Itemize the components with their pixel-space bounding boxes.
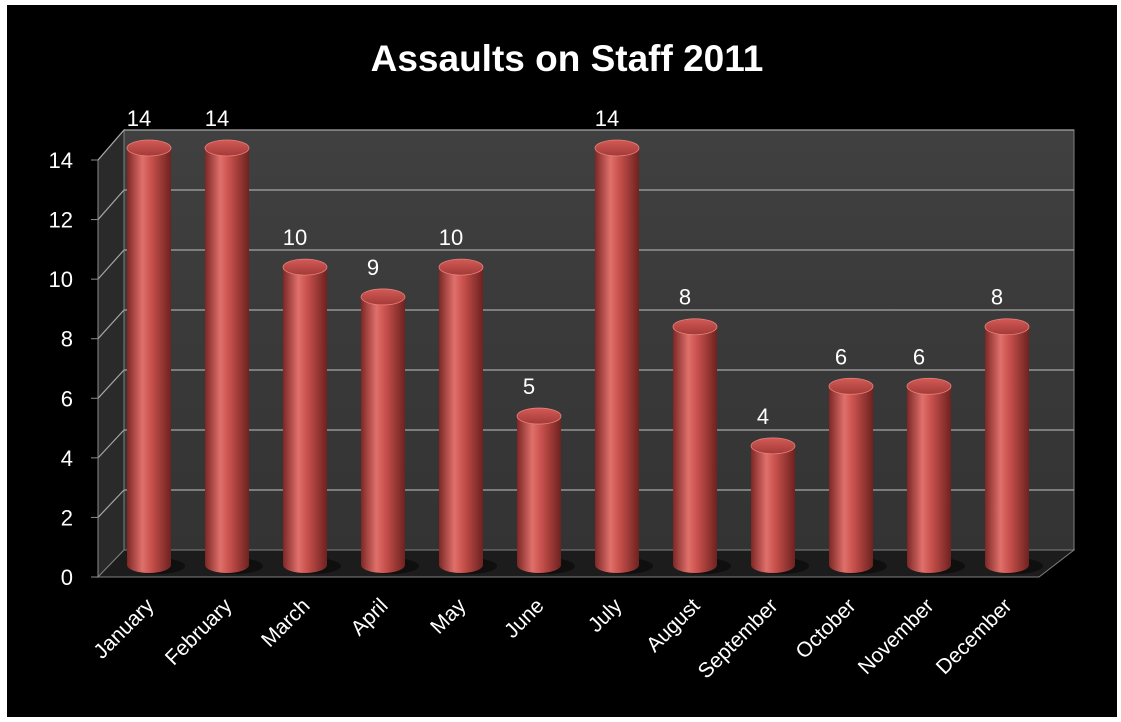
bar-body: [673, 326, 717, 573]
bar-body: [439, 267, 483, 573]
y-tick-label: 0: [61, 565, 73, 590]
x-tick-label: February: [161, 594, 237, 670]
bar-body: [829, 386, 873, 573]
gridline-side: [97, 429, 125, 459]
bar-cap: [984, 318, 1030, 336]
x-tick-label: December: [932, 594, 1017, 679]
bar-cap: [126, 139, 172, 157]
chart-area: 0 2 4 6 8 10 12 14 14 14 10 9 10 5 14 8 4 6 6 8 January Feb…: [7, 5, 1117, 717]
gridline-side: [97, 369, 125, 399]
x-tick-label: June: [500, 594, 548, 642]
bar-cap: [828, 377, 874, 395]
y-tick-label: 6: [61, 386, 73, 411]
gridline-side: [97, 309, 125, 340]
x-tick-label: September: [694, 594, 783, 683]
bar-body: [205, 148, 249, 573]
bar: [126, 139, 172, 573]
chart-svg: 0 2 4 6 8 10 12 14 14 14 10 9 10 5 14 8 4 6 6 8 January Feb…: [49, 38, 1076, 683]
x-tick-label: April: [347, 594, 393, 640]
bar-body: [595, 148, 639, 573]
bar: [984, 318, 1030, 573]
y-axis: 0 2 4 6 8 10 12 14: [49, 148, 99, 590]
y-tick-label: 2: [61, 505, 73, 530]
x-tick-label: May: [426, 594, 471, 639]
x-tick-label: March: [257, 594, 315, 652]
bar-cap: [906, 377, 952, 395]
y-tick-label: 12: [49, 208, 73, 233]
bar: [906, 377, 952, 573]
bar: [360, 288, 406, 573]
chart-title: Assaults on Staff 2011: [371, 38, 764, 79]
x-tick-label: November: [854, 594, 939, 679]
bar-body: [361, 296, 405, 573]
data-label: 9: [367, 255, 379, 280]
y-tick-label: 14: [49, 148, 73, 173]
data-label: 8: [991, 285, 1003, 310]
bar-body: [127, 148, 171, 573]
bar-body: [517, 416, 561, 573]
bar-cap: [282, 258, 328, 276]
bar-body: [751, 445, 795, 573]
gridline-side: [97, 489, 125, 518]
data-label: 5: [523, 374, 535, 399]
x-tick-label: January: [89, 594, 158, 663]
bar: [204, 139, 250, 573]
bar-cap: [750, 437, 796, 455]
data-labels: 14 14 10 9 10 5 14 8 4 6 6 8: [127, 106, 1003, 429]
y-tick-label: 8: [61, 327, 73, 352]
bar-cap: [438, 258, 484, 276]
bar: [282, 258, 328, 573]
gridline-side: [97, 189, 125, 220]
bar: [438, 258, 484, 573]
data-label: 10: [439, 225, 463, 250]
gridline-side: [97, 129, 125, 161]
data-label: 10: [283, 225, 307, 250]
data-label: 4: [757, 404, 769, 429]
data-label: 14: [127, 106, 151, 131]
bar: [594, 139, 640, 573]
y-tick-label: 4: [61, 446, 73, 471]
y-tick-label: 10: [49, 267, 73, 292]
x-tick-label: August: [642, 594, 705, 657]
data-label: 8: [679, 285, 691, 310]
data-label: 6: [913, 344, 925, 369]
bar-cap: [672, 318, 718, 336]
gridline-side: [97, 249, 125, 280]
plot-side-wall: [97, 128, 125, 579]
data-label: 6: [835, 344, 847, 369]
x-tick-label: October: [791, 594, 860, 663]
x-axis-labels: January February March April May June July Augu…: [89, 594, 1016, 683]
bar: [750, 437, 796, 573]
bars: [126, 139, 1030, 573]
bar: [672, 318, 718, 573]
data-label: 14: [595, 106, 619, 131]
bar-body: [985, 326, 1029, 573]
bar: [828, 377, 874, 573]
data-label: 14: [205, 106, 229, 131]
x-tick-label: July: [584, 594, 627, 637]
bar-cap: [204, 139, 250, 157]
bar-body: [283, 267, 327, 573]
bar-body: [907, 386, 951, 573]
bar-cap: [516, 407, 562, 425]
bar-cap: [360, 288, 406, 306]
bar-cap: [594, 139, 640, 157]
bar: [516, 407, 562, 573]
